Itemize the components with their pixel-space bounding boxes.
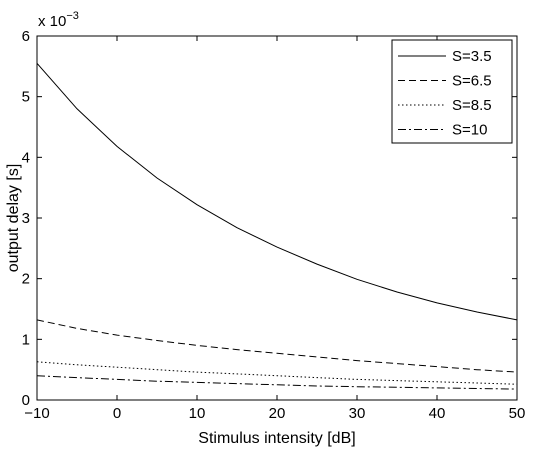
series-line-s-6-5 <box>36 319 518 373</box>
y-tick-label: 0 <box>22 392 30 409</box>
y-axis-multiplier: x 10−3 <box>38 10 79 30</box>
y-tick-label: 3 <box>22 210 30 227</box>
x-axis-label: Stimulus intensity [dB] <box>198 430 355 447</box>
legend-label: S=8.5 <box>452 97 492 114</box>
y-tick-label: 6 <box>22 28 30 45</box>
series-lines <box>36 62 518 390</box>
y-tick-label: 5 <box>22 89 30 106</box>
y-multiplier-base: x 10 <box>38 13 66 30</box>
series-line-s-8-5 <box>36 361 518 385</box>
legend-label: S=6.5 <box>452 73 492 90</box>
y-multiplier-exponent: −3 <box>66 10 79 22</box>
x-tick-label: 20 <box>269 405 286 422</box>
legend-items: S=3.5 S=6.5 S=8.5 S=10 <box>398 48 492 139</box>
x-tick-label: 50 <box>509 405 526 422</box>
x-tick-label: 40 <box>429 405 446 422</box>
y-axis-label: output delay [s] <box>5 164 22 273</box>
legend: S=3.5 S=6.5 S=8.5 S=10 <box>391 39 513 144</box>
series-line-s-10 <box>36 375 518 390</box>
y-tick-label: 1 <box>22 331 30 348</box>
legend-label: S=10 <box>452 122 487 139</box>
legend-box <box>391 39 513 144</box>
x-tick-label: −10 <box>24 405 49 422</box>
series-line-s-3-5 <box>36 62 518 321</box>
legend-label: S=3.5 <box>452 48 492 65</box>
x-tick-label: 10 <box>189 405 206 422</box>
y-tick-label: 2 <box>22 271 30 288</box>
x-tick-label: 0 <box>113 405 121 422</box>
x-tick-label: 30 <box>349 405 366 422</box>
y-tick-label: 4 <box>22 149 30 166</box>
